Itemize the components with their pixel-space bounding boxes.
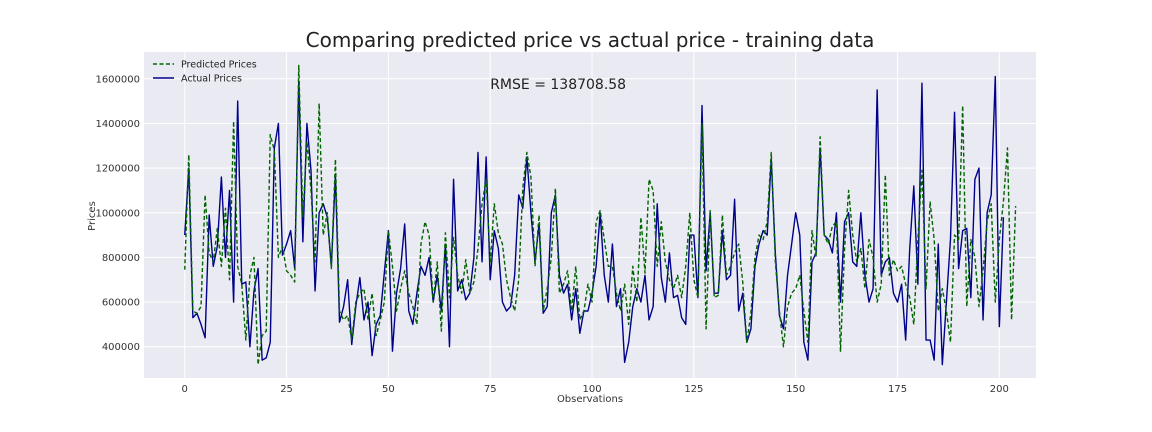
y-tick-label: 800000 (102, 253, 140, 264)
x-tick-label: 200 (990, 384, 1009, 395)
y-tick-label: 600000 (102, 298, 140, 309)
x-tick-label: 175 (888, 384, 907, 395)
x-tick-label: 125 (684, 384, 703, 395)
chart-title: Comparing predicted price vs actual pric… (306, 28, 875, 52)
y-axis-ticks: 400000 600000 800000 1000000 1200000 1400000 1… (95, 74, 140, 353)
y-axis-label: Prices (87, 201, 98, 231)
plot-area (144, 52, 1036, 378)
legend-label-actual: Actual Prices (181, 74, 242, 85)
grid (144, 52, 1036, 378)
rmse-annotation: RMSE = 138708.58 (490, 77, 626, 93)
x-axis-label: Observations (557, 394, 623, 405)
x-tick-label: 50 (382, 384, 395, 395)
y-tick-label: 400000 (102, 342, 140, 353)
x-tick-label: 150 (786, 384, 805, 395)
y-tick-label: 1000000 (95, 208, 140, 219)
actual-prices-line (184, 75, 1005, 366)
x-tick-label: 25 (280, 384, 293, 395)
x-tick-label: 75 (484, 384, 497, 395)
predicted-prices-line (184, 64, 1017, 366)
x-tick-label: 100 (582, 384, 601, 395)
y-tick-label: 1600000 (95, 74, 140, 85)
legend-label-predicted: Predicted Prices (181, 60, 257, 71)
y-tick-label: 1400000 (95, 119, 140, 130)
legend: Predicted Prices Actual Prices (153, 60, 257, 85)
x-tick-label: 0 (182, 384, 188, 395)
series-layer (184, 64, 1017, 366)
x-axis-ticks: 0 25 50 75 100 125 150 175 200 (182, 384, 1009, 395)
y-tick-label: 1200000 (95, 164, 140, 175)
